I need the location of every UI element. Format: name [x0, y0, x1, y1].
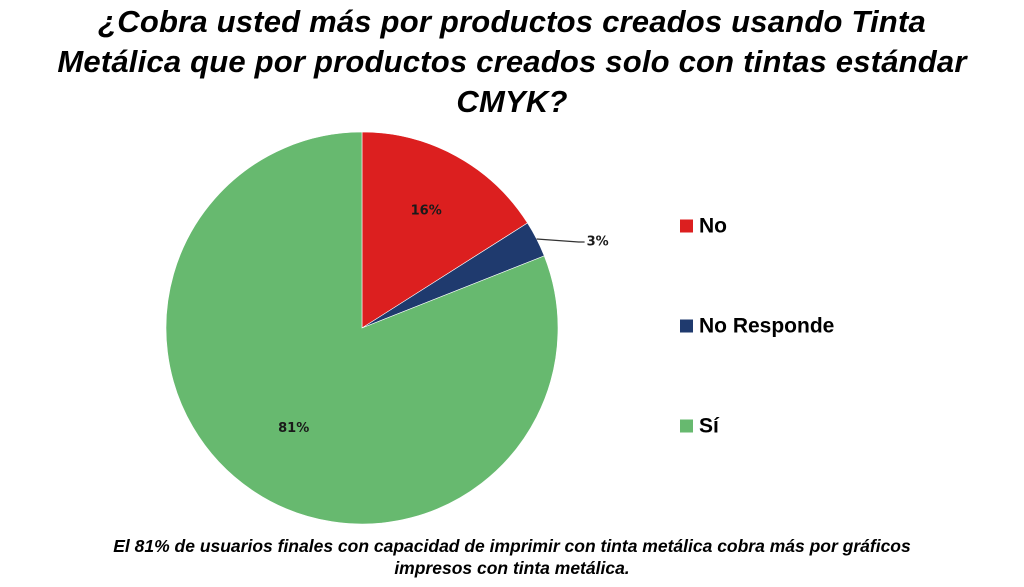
legend-swatch-si	[680, 419, 693, 433]
pie-slices	[165, 131, 559, 525]
pie-slice-no	[361, 131, 528, 329]
pie-data-labels: 16% 3% 81%	[278, 204, 609, 436]
pie-slice-si	[165, 131, 559, 525]
chart-caption: El 81% de usuarios finales con capacidad…	[0, 535, 1024, 579]
chart-title-line-3: CMYK?	[456, 84, 568, 119]
chart-title: ¿Cobra usted más por productos creados u…	[0, 2, 1024, 122]
chart-title-line-1: ¿Cobra usted más por productos creados u…	[98, 4, 926, 39]
legend-item-no: No	[680, 215, 727, 238]
chart-caption-line-2: impresos con tinta metálica.	[394, 558, 630, 578]
data-label-si: 81%	[278, 421, 309, 436]
legend-label-no: No	[699, 215, 727, 238]
chart-caption-line-1: El 81% de usuarios finales con capacidad…	[113, 536, 911, 556]
legend-item-si: Sí	[680, 415, 720, 438]
legend-label-si: Sí	[699, 415, 720, 438]
chart-title-line-2: Metálica que por productos creados solo …	[57, 44, 967, 79]
legend: No No Responde Sí	[680, 215, 834, 438]
data-label-no: 16%	[411, 204, 442, 219]
legend-swatch-no-responde	[680, 319, 693, 333]
legend-label-no-responde: No Responde	[699, 315, 834, 338]
legend-item-no-responde: No Responde	[680, 315, 834, 338]
leader-line-no-responde	[536, 238, 585, 243]
data-label-no-responde: 3%	[587, 235, 609, 250]
legend-swatch-no	[680, 219, 693, 233]
